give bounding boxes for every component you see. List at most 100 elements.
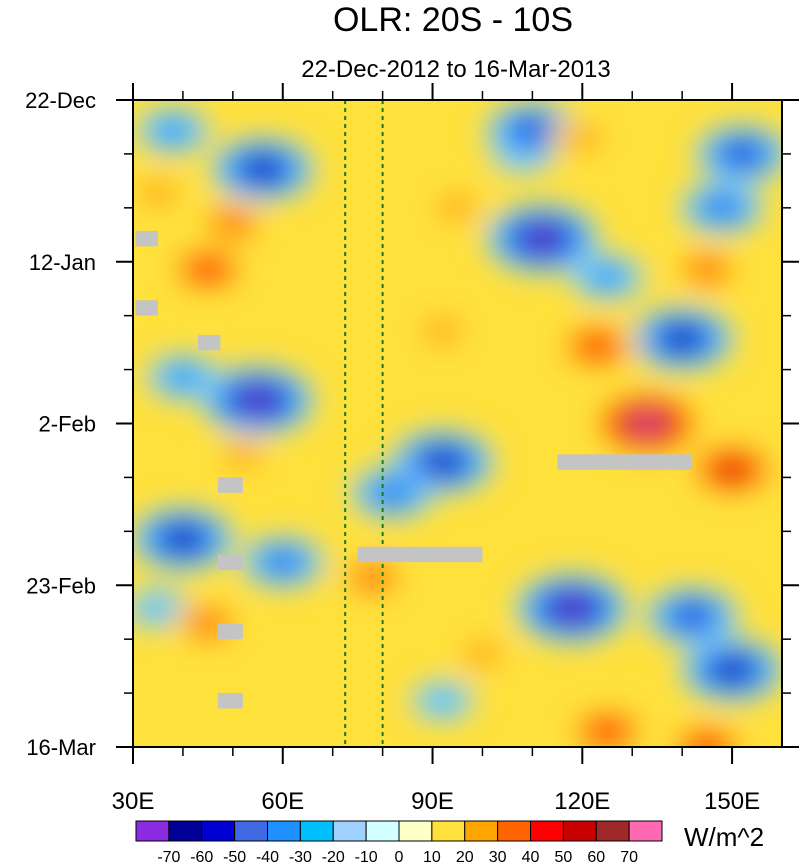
colorbar-label: -40 [256,849,279,863]
missing-data [197,334,221,351]
colorbar-swatch [497,820,531,842]
anomaly-cell [210,137,315,202]
missing-data [135,230,158,247]
anomaly-cell [680,181,765,234]
anomaly-cell [515,573,630,644]
anomaly-cell [680,637,782,702]
anomaly-cell [555,320,640,373]
anomaly-contour [635,416,660,431]
anomaly-contour [223,442,263,467]
anomaly-cell [210,434,275,475]
anomaly-contour [590,266,624,288]
missing-data [217,623,243,640]
anomaly-contour [718,461,746,479]
anomaly-cell [565,705,650,747]
anomaly-contour [437,195,478,221]
anomaly-cell [410,311,475,352]
colorbar-label: 10 [423,849,441,863]
anomaly-contour [462,642,503,667]
anomaly-cell [570,254,645,301]
anomaly-contour [719,662,745,678]
colorbar-swatch [365,820,400,842]
anomaly-contour [582,337,612,356]
anomaly-contour [422,318,463,344]
anomaly-cell [450,634,515,675]
anomaly-cell [485,101,580,160]
x-tick-label: 120E [554,788,610,815]
colorbar-label: 30 [489,849,507,863]
olr-field [133,100,782,747]
anomaly-contour [191,613,225,634]
colorbar-label: 70 [620,849,638,863]
anomaly-contour [530,231,555,247]
anomaly-cell [685,440,780,499]
y-tick-label: 16-Mar [26,735,96,760]
colorbar-swatch [628,820,663,842]
anomaly-contour [592,722,622,741]
anomaly-cell [645,587,740,646]
colorbar-swatch [299,820,334,842]
colorbar-swatch [168,820,203,842]
anomaly-cell [335,554,410,601]
anomaly-cell [350,466,435,519]
colorbar-label: -10 [355,849,378,863]
anomaly-contour [245,392,270,408]
anomaly-contour [193,260,223,279]
anomaly-contour [669,330,695,347]
missing-data [135,300,158,316]
chart-subtitle: 22-Dec-2012 to 16-Mar-2013 [301,56,611,83]
anomaly-cell [670,246,745,293]
colorbar-swatch [332,820,367,842]
y-tick-label: 2-Feb [39,412,96,437]
x-tick-label: 30E [112,788,155,815]
colorbar-swatch [595,820,630,842]
colorbar-label: 60 [587,849,605,863]
colorbar-swatch [234,820,268,842]
y-tick-label: 23-Feb [26,573,96,598]
y-tick-label: 12-Jan [29,250,96,275]
anomaly-contour [707,198,737,217]
anomaly-contour [216,213,250,234]
chart-title: OLR: 20S - 10S [332,1,573,39]
colorbar-label: -70 [157,849,180,863]
anomaly-contour [138,180,178,205]
colorbar-label: 20 [456,849,474,863]
x-tick-label: 150E [704,788,760,815]
colorbar: -70 -60 -50 -40 -30 -20 -10 0 10 20 30 40 50 60 70 [135,820,663,863]
anomaly-cell [165,243,250,296]
anomaly-cell [133,172,190,213]
missing-data [217,554,243,570]
colorbar-label: -60 [190,849,213,863]
anomaly-contour [156,120,190,142]
anomaly-contour [429,454,456,470]
colorbar-label: -20 [322,849,345,863]
colorbar-swatch [135,820,170,842]
anomaly-contour [166,367,200,388]
colorbar-swatch [431,820,466,842]
anomaly-contour [690,259,724,280]
colorbar-swatch [530,820,564,842]
anomaly-contour [560,600,585,616]
anomaly-cell [665,721,750,747]
anomaly-contour [268,553,298,572]
colorbar-label: -30 [289,849,312,863]
anomaly-cell [240,536,325,589]
anomaly-contour [422,688,463,714]
colorbar-label: 0 [395,849,404,863]
anomaly-cell [630,306,735,371]
anomaly-cell [590,388,705,459]
x-tick-label: 90E [411,788,454,815]
anomaly-contour [356,567,390,588]
anomaly-cell [695,124,782,183]
anomaly-cell [425,187,490,228]
colorbar-label: 50 [554,849,572,863]
colorbar-swatch [201,820,236,842]
missing-data [357,546,483,563]
anomaly-cell [145,354,220,401]
colorbar-swatch [464,820,499,842]
x-tick-label: 60E [261,788,304,815]
anomaly-contour [378,483,408,502]
anomaly-cell [200,365,315,436]
anomaly-contour [562,126,603,151]
